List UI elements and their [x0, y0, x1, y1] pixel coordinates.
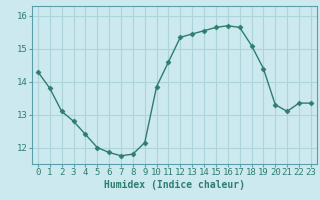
X-axis label: Humidex (Indice chaleur): Humidex (Indice chaleur)	[104, 180, 245, 190]
